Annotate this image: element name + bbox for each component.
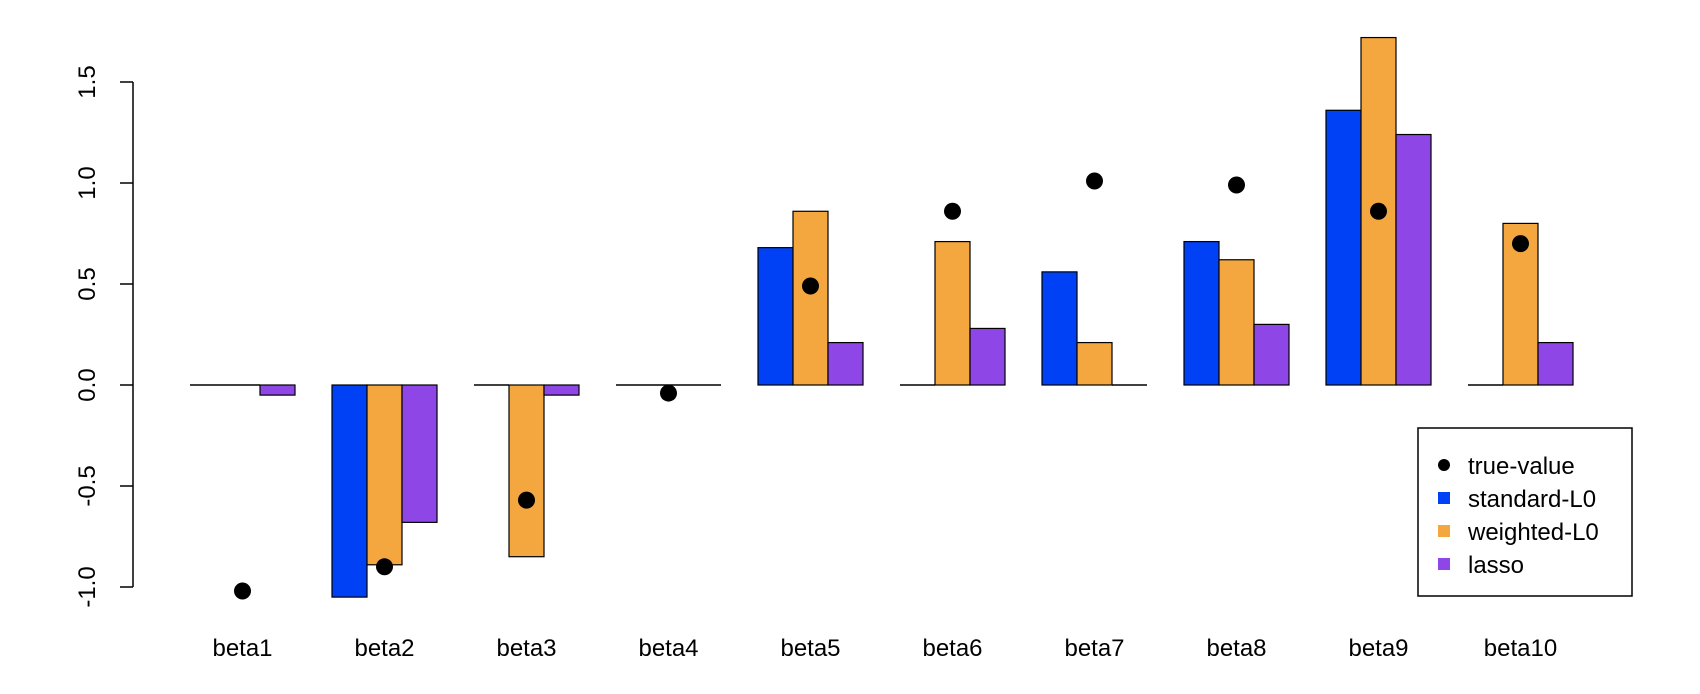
y-tick-label: 1.5 bbox=[74, 65, 101, 98]
y-tick-label: 0.0 bbox=[74, 368, 101, 401]
category-label: beta5 bbox=[780, 635, 840, 662]
y-axis: -1.0 -0.5 0.0 0.5 1.0 1.5 bbox=[74, 65, 134, 608]
bar-standard-L0 bbox=[1183, 240, 1220, 386]
bar-standard-L0 bbox=[331, 384, 368, 598]
bar-standard-L0 bbox=[1325, 109, 1362, 386]
true-value-point bbox=[1370, 202, 1387, 220]
legend-label: lasso bbox=[1468, 552, 1524, 579]
category-label: beta4 bbox=[638, 635, 698, 662]
category-label: beta9 bbox=[1348, 635, 1408, 662]
category-label: beta10 bbox=[1484, 635, 1557, 662]
y-tick-label: -1.0 bbox=[74, 566, 101, 607]
legend-box bbox=[1417, 427, 1633, 597]
legend-label: standard-L0 bbox=[1468, 486, 1596, 513]
category-label: beta2 bbox=[354, 635, 414, 662]
legend: true-value standard-L0 weighted-L0 lasso bbox=[1417, 427, 1633, 597]
bar-lasso bbox=[1253, 323, 1290, 386]
bar-lasso bbox=[259, 384, 296, 396]
bar-weighted-L0 bbox=[1218, 259, 1255, 386]
legend-label: weighted-L0 bbox=[1467, 519, 1599, 546]
y-tick-label: 1.0 bbox=[74, 166, 101, 199]
bar-lasso bbox=[969, 327, 1006, 386]
legend-marker-point bbox=[1438, 459, 1450, 471]
category-label: beta8 bbox=[1206, 635, 1266, 662]
bar-weighted-L0 bbox=[366, 384, 403, 566]
bar-standard-L0 bbox=[1041, 271, 1078, 386]
true-value-point bbox=[234, 582, 251, 600]
bar-lasso bbox=[401, 384, 438, 523]
bar-weighted-L0 bbox=[508, 384, 545, 558]
category-label: beta3 bbox=[496, 635, 556, 662]
category-labels: beta1 beta2 beta3 beta4 beta5 beta6 beta7 beta8… bbox=[212, 635, 1557, 662]
bar-lasso bbox=[1537, 341, 1574, 386]
category-label: beta1 bbox=[212, 635, 272, 662]
true-value-point bbox=[518, 491, 535, 509]
y-tick-label: 0.5 bbox=[74, 267, 101, 300]
bar-weighted-L0 bbox=[1076, 341, 1113, 386]
legend-label: true-value bbox=[1468, 453, 1575, 480]
true-value-point bbox=[376, 558, 393, 576]
bar-lasso bbox=[1395, 133, 1432, 386]
legend-marker-square bbox=[1438, 558, 1450, 570]
bar-weighted-L0 bbox=[792, 210, 829, 386]
true-value-point bbox=[944, 202, 961, 220]
bars-group bbox=[190, 36, 1574, 598]
true-value-point bbox=[1512, 235, 1529, 253]
category-label: beta7 bbox=[1064, 635, 1124, 662]
true-value-point bbox=[802, 277, 819, 295]
y-tick-label: -0.5 bbox=[74, 465, 101, 506]
bar-standard-L0 bbox=[757, 247, 794, 386]
true-value-point bbox=[660, 384, 677, 402]
bar-weighted-L0 bbox=[934, 240, 971, 386]
true-value-point bbox=[1086, 172, 1103, 190]
legend-marker-square bbox=[1438, 525, 1450, 537]
true-value-points bbox=[234, 172, 1529, 600]
bar-lasso bbox=[543, 384, 580, 396]
legend-marker-square bbox=[1438, 492, 1450, 504]
bar-lasso bbox=[827, 341, 864, 386]
true-value-point bbox=[1228, 176, 1245, 194]
category-label: beta6 bbox=[922, 635, 982, 662]
